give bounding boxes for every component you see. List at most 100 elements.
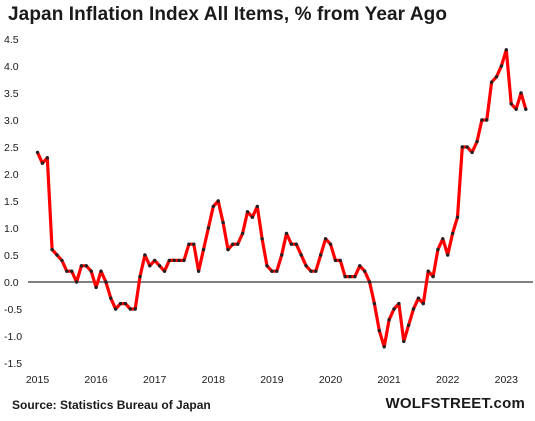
data-point — [524, 107, 528, 111]
y-tick-label: 0.0 — [4, 277, 19, 289]
data-point — [309, 269, 313, 273]
data-point — [470, 150, 474, 155]
data-point — [338, 258, 342, 263]
source-note: Source: Statistics Bureau of Japan — [12, 398, 211, 412]
y-tick-label: 3.0 — [4, 115, 19, 127]
data-point — [104, 280, 108, 284]
data-point — [446, 253, 450, 257]
data-point — [118, 301, 123, 306]
y-axis: 4.5 4.0 3.5 3.0 2.5 2.0 1.5 1.0 0.5 0.0 -0.5 -1.0 -1… — [4, 34, 22, 370]
data-point — [392, 307, 396, 311]
data-point — [304, 264, 308, 268]
data-point — [260, 237, 264, 241]
data-point — [475, 139, 479, 144]
data-point — [84, 264, 89, 268]
data-point — [172, 258, 176, 263]
data-point — [372, 301, 377, 306]
data-point — [382, 345, 386, 349]
data-point — [402, 339, 406, 344]
data-point — [494, 75, 499, 79]
data-point — [148, 264, 152, 268]
data-point — [480, 118, 484, 122]
data-point — [289, 242, 294, 246]
brand-logo-text: WOLFSTREET.com — [385, 395, 525, 412]
data-point — [206, 226, 211, 230]
data-point — [94, 285, 98, 290]
inflation-line — [35, 48, 528, 349]
y-tick-label: 2.0 — [4, 169, 19, 181]
data-point — [406, 323, 411, 327]
data-point — [255, 204, 259, 209]
x-tick-label: 2017 — [143, 374, 167, 386]
data-point — [192, 242, 196, 246]
y-tick-label: 1.0 — [4, 223, 19, 235]
y-tick-label: -0.5 — [4, 304, 22, 316]
data-point — [284, 231, 289, 236]
x-axis: 2015 2016 2017 2018 2019 2020 2021 2022 2023 — [26, 374, 518, 386]
data-point — [99, 269, 103, 273]
data-point — [431, 274, 435, 279]
data-point — [294, 242, 298, 246]
data-point — [485, 118, 489, 122]
data-point — [358, 264, 362, 268]
data-point — [460, 145, 464, 149]
data-point — [89, 269, 93, 273]
data-point — [328, 242, 333, 246]
data-point — [70, 269, 74, 273]
data-point — [489, 80, 494, 84]
data-point — [167, 258, 171, 263]
data-point — [363, 269, 367, 273]
data-point — [455, 215, 460, 219]
data-point — [441, 237, 445, 241]
data-point — [377, 328, 381, 333]
series-line — [35, 48, 528, 349]
data-point — [387, 318, 391, 322]
data-point — [421, 301, 425, 306]
data-point — [280, 253, 284, 257]
data-point — [133, 307, 137, 311]
data-point — [196, 269, 201, 273]
data-point — [50, 247, 54, 252]
data-point — [343, 274, 347, 279]
data-point — [509, 102, 513, 106]
data-point — [514, 107, 518, 111]
x-tick-label: 2023 — [495, 374, 519, 386]
data-point — [240, 231, 245, 236]
data-point — [314, 269, 318, 273]
data-point — [113, 307, 118, 311]
data-point — [128, 307, 132, 311]
data-point — [236, 242, 240, 246]
data-point — [45, 156, 49, 160]
y-tick-label: -1.0 — [4, 331, 22, 343]
data-point — [397, 301, 401, 306]
data-point — [299, 253, 303, 257]
data-point — [65, 269, 69, 273]
y-tick-label: -1.5 — [4, 358, 22, 370]
data-point — [55, 253, 59, 257]
data-point — [177, 258, 181, 263]
data-point — [367, 280, 372, 284]
data-point — [465, 145, 469, 149]
data-point — [275, 269, 279, 273]
data-point — [138, 274, 142, 279]
data-point — [504, 48, 508, 52]
data-point — [450, 231, 455, 236]
x-tick-label: 2018 — [202, 374, 226, 386]
data-point — [353, 274, 357, 279]
y-tick-label: 1.5 — [4, 196, 19, 208]
data-point — [333, 258, 338, 263]
x-tick-label: 2015 — [26, 374, 50, 386]
data-point — [187, 242, 191, 246]
data-point — [411, 307, 416, 311]
y-tick-label: 0.5 — [4, 250, 19, 262]
data-point — [231, 242, 235, 246]
data-point — [519, 91, 523, 95]
data-point — [319, 253, 323, 257]
data-point — [436, 247, 440, 252]
chart-title: Japan Inflation Index All Items, % from … — [8, 4, 448, 25]
data-point — [201, 247, 206, 252]
data-point — [221, 220, 225, 225]
data-point — [74, 280, 79, 284]
data-point — [40, 161, 45, 165]
